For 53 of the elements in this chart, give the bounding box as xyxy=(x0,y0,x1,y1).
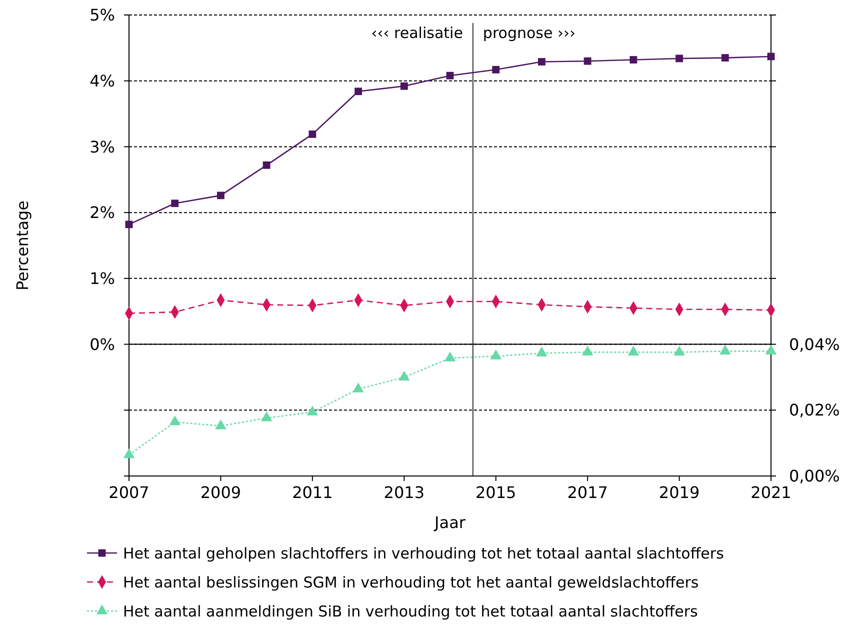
y2-tick-label: 0,00% xyxy=(789,466,840,486)
x-tick-label: 2007 xyxy=(108,483,150,502)
point xyxy=(720,344,731,354)
point xyxy=(260,412,272,422)
legend-label: Het aantal aanmeldingen SiB in verhouding tot het totaal aantal slachtoffers xyxy=(123,602,698,620)
point xyxy=(400,82,408,90)
point xyxy=(490,350,502,360)
x-tick-label: 2019 xyxy=(658,483,700,502)
point xyxy=(536,346,548,356)
point xyxy=(308,130,316,138)
point xyxy=(446,72,454,80)
point xyxy=(217,192,224,200)
x-tick-label: 2017 xyxy=(567,483,608,502)
y-tick-label: 5% xyxy=(90,6,115,25)
point xyxy=(215,419,226,430)
point xyxy=(262,161,270,169)
point xyxy=(398,370,410,380)
point xyxy=(538,58,546,66)
point xyxy=(125,220,133,228)
point xyxy=(306,406,318,416)
point xyxy=(169,415,180,426)
x-tick-label: 2011 xyxy=(292,483,333,502)
x-axis-title: Jaar xyxy=(434,513,466,532)
legend-label: Het aantal geholpen slachtoffers in verhouding tot het totaal aantal slachtoffers xyxy=(123,544,724,562)
point xyxy=(721,54,729,62)
y-tick-label: 1% xyxy=(90,269,115,288)
y2-tick-label: 0,02% xyxy=(789,400,840,420)
point xyxy=(628,346,640,356)
y-tick-label: 3% xyxy=(90,137,115,156)
x-tick-label: 2015 xyxy=(476,483,516,502)
point xyxy=(354,88,362,96)
annotation: prognose ››› xyxy=(482,24,576,42)
point xyxy=(352,382,364,392)
point xyxy=(630,56,638,64)
x-tick-label: 2021 xyxy=(750,483,792,502)
y-tick-label: 4% xyxy=(90,71,115,90)
point xyxy=(444,352,456,362)
annotation: ‹‹‹ realisatie xyxy=(371,24,463,42)
y2-tick-label: 0,04% xyxy=(789,334,840,354)
point xyxy=(582,346,594,356)
x-tick-label: 2009 xyxy=(200,483,242,502)
point xyxy=(676,54,683,62)
point xyxy=(765,344,777,354)
point xyxy=(123,448,135,458)
point xyxy=(674,346,685,356)
y-tick-label: 0% xyxy=(90,334,115,354)
x-tick-label: 2013 xyxy=(384,483,424,502)
point xyxy=(492,66,500,74)
legend-label: Het aantal beslissingen SGM in verhouding tot het aantal geweldslachtoffers xyxy=(123,573,699,592)
y-tick-label: 2% xyxy=(90,203,115,222)
y-axis-title: Percentage xyxy=(13,200,32,291)
point xyxy=(584,57,592,65)
point xyxy=(171,200,179,208)
